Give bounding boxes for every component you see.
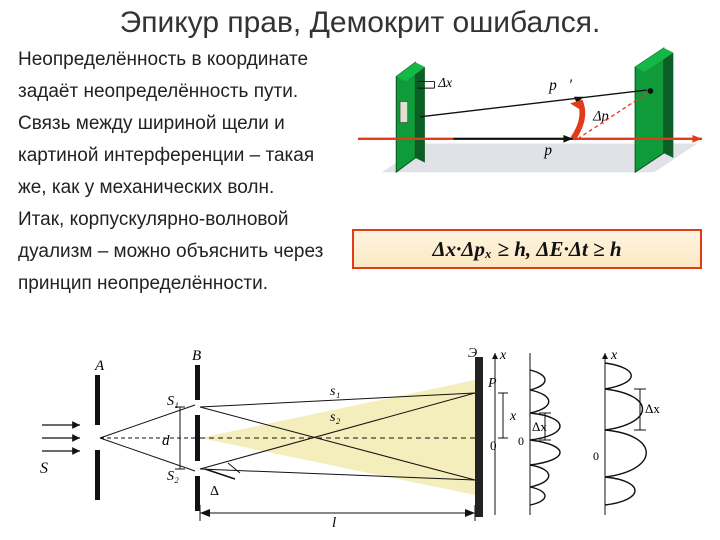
body-line: же, как у механических волн.: [18, 172, 358, 204]
svg-text:x: x: [509, 409, 517, 424]
svg-text:A: A: [94, 358, 105, 374]
svg-text:S: S: [40, 460, 48, 477]
svg-text:0: 0: [518, 434, 524, 448]
svg-text:d: d: [162, 433, 170, 449]
double-slit-diagram: S A B S₁ S₂ d s₁ s₂ Δ l Э P x x 0: [40, 345, 680, 530]
svg-text:Δ: Δ: [210, 484, 219, 499]
right-column: Δx p⃗ p⃗′ Δp⃗ Δx·Δpₓ ≥ h, ΔE·Δt ≥ h: [358, 44, 702, 334]
svg-text:S₂: S₂: [167, 469, 179, 484]
svg-text:0: 0: [490, 438, 497, 453]
uncertainty-formula: Δx·Δpₓ ≥ h, ΔE·Δt ≥ h: [352, 229, 702, 269]
svg-text:Δp⃗: Δp⃗: [592, 109, 620, 125]
svg-text:0: 0: [593, 449, 599, 463]
body-text: Неопределённость в координате задаёт нео…: [18, 44, 358, 334]
svg-text:s₂: s₂: [330, 410, 340, 425]
svg-text:Δx: Δx: [645, 401, 660, 416]
svg-text:x: x: [499, 348, 507, 363]
slide-title: Эпикур прав, Демокрит ошибался.: [0, 0, 720, 44]
momentum-diagram: Δx p⃗ p⃗′ Δp⃗: [358, 44, 702, 224]
svg-text:l: l: [332, 515, 336, 530]
svg-text:p⃗′: p⃗′: [548, 77, 573, 94]
body-line: Связь между шириной щели и: [18, 108, 358, 140]
body-line: дуализм – можно объяснить через: [18, 236, 358, 268]
svg-text:B: B: [192, 348, 201, 364]
svg-text:s₁: s₁: [330, 384, 340, 399]
svg-text:Э: Э: [468, 346, 477, 361]
body-line: задаёт неопределённость пути.: [18, 76, 358, 108]
body-line: картиной интерференции – такая: [18, 140, 358, 172]
svg-text:x: x: [610, 348, 618, 363]
svg-text:Δx: Δx: [532, 419, 547, 434]
svg-text:p⃗: p⃗: [543, 142, 564, 159]
top-section: Неопределённость в координате задаёт нео…: [0, 44, 720, 334]
body-line: принцип неопределённости.: [18, 268, 358, 300]
body-line: Итак, корпускулярно-волновой: [18, 204, 358, 236]
body-line: Неопределённость в координате: [18, 44, 358, 76]
svg-text:Δx: Δx: [437, 75, 452, 90]
